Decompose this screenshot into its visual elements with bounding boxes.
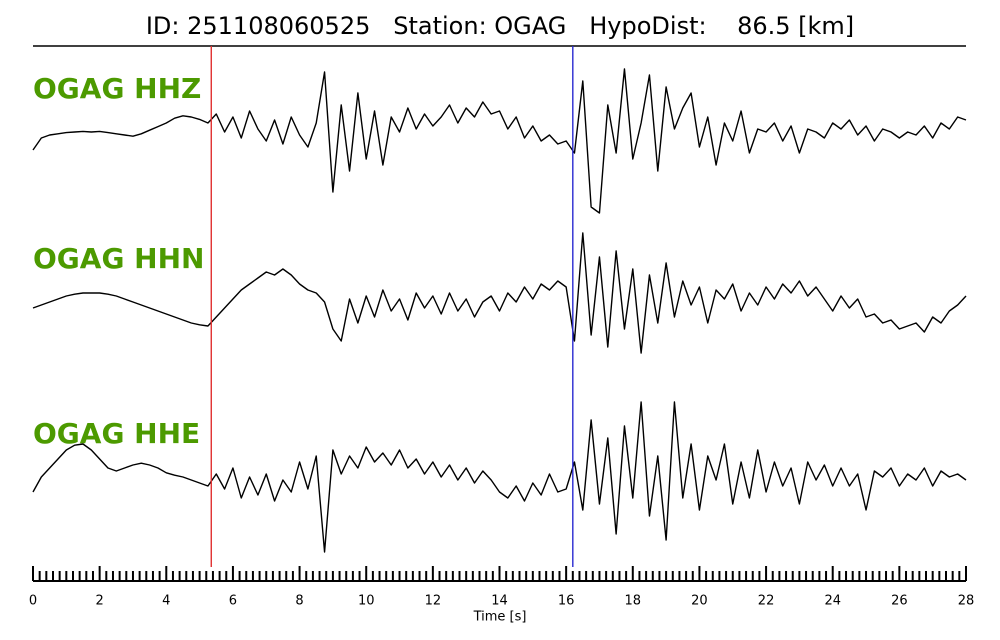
x-tick-label: 20 [691,594,708,609]
chart-title: ID: 251108060525 Station: OGAG HypoDist:… [146,12,854,40]
waveform-trace [32,232,967,354]
x-tick-label: 2 [96,594,104,609]
trace-label: OGAG HHE [33,417,200,450]
x-tick-label: 18 [625,594,642,609]
x-tick-label: 6 [229,594,237,609]
x-tick-label: 10 [358,594,375,609]
x-tick-label: 22 [758,594,775,609]
waveform-trace [32,68,967,214]
x-tick-label: 8 [295,594,303,609]
x-axis-label: Time [s] [473,610,527,625]
x-tick-label: 26 [891,594,908,609]
x-tick-label: 0 [29,594,37,609]
trace-label: OGAG HHZ [33,72,201,105]
x-tick-label: 24 [824,594,841,609]
waveform-trace [32,401,967,553]
x-tick-label: 12 [425,594,442,609]
x-tick-label: 4 [162,594,170,609]
x-tick-label: 14 [491,594,508,609]
trace-label: OGAG HHN [33,242,205,275]
x-tick-label: 16 [558,594,575,609]
x-tick-label: 28 [958,594,975,609]
